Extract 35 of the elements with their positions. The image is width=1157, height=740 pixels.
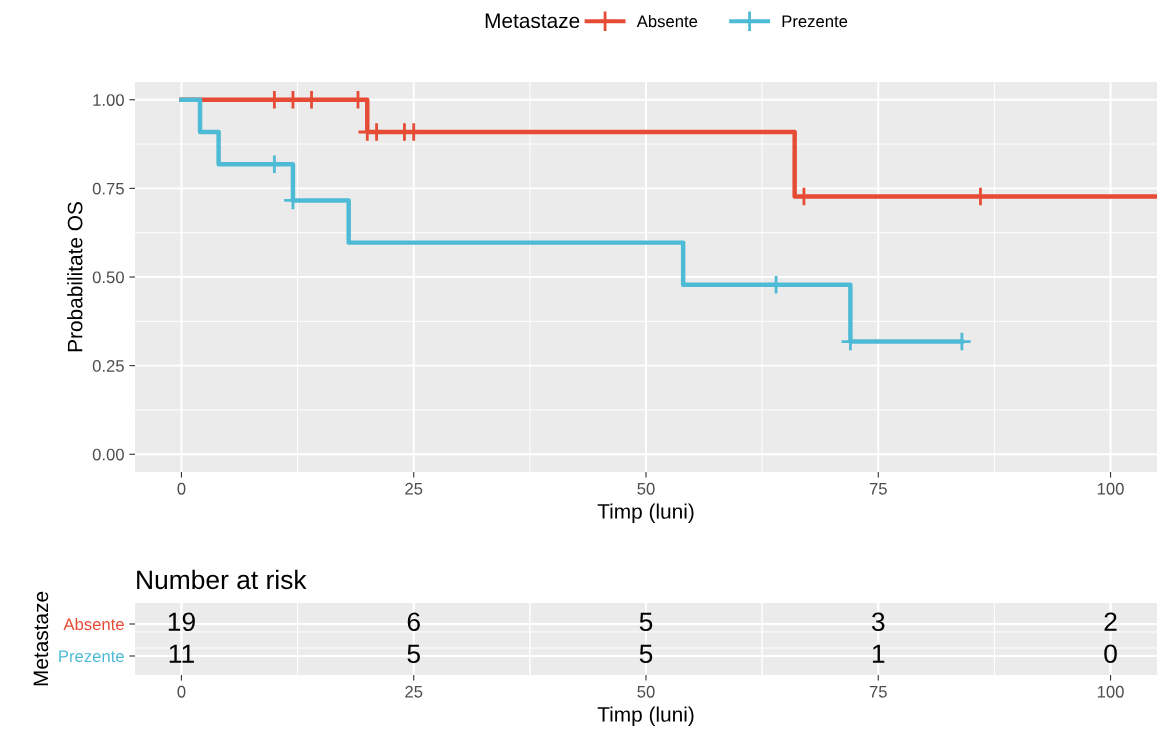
x-tick-label: 25 bbox=[405, 685, 423, 698]
y-tick-label: 1.00 bbox=[93, 94, 124, 106]
data-label: 3 bbox=[871, 612, 885, 632]
x-axis-title: Timp (luni) bbox=[597, 706, 694, 726]
y-axis-title: Metastaze bbox=[33, 591, 49, 686]
data-label: 5 bbox=[407, 644, 420, 664]
chart-title: Number at risk bbox=[137, 569, 307, 590]
x-tick-label: 75 bbox=[869, 686, 887, 698]
data-label: 0 bbox=[1104, 644, 1117, 664]
data-label: 1 bbox=[872, 644, 885, 663]
x-tick-label: 50 bbox=[637, 482, 655, 495]
x-tick-label: 75 bbox=[869, 483, 887, 495]
x-axis-title: Timp (luni) bbox=[597, 503, 694, 523]
y-tick-label: 0.25 bbox=[92, 360, 124, 372]
y-tick-label: 0.00 bbox=[92, 448, 124, 461]
x-tick-label: 0 bbox=[177, 482, 186, 495]
x-tick-label: 0 bbox=[177, 685, 186, 698]
y-tick-label: 0.75 bbox=[92, 182, 124, 195]
legend-label: Prezente bbox=[782, 15, 848, 28]
data-label: 2 bbox=[1104, 612, 1117, 631]
x-tick-label: 50 bbox=[637, 685, 655, 698]
y-tick-label: Absente bbox=[63, 617, 124, 631]
y-axis-title: Probabilitate OS bbox=[67, 202, 83, 352]
legend-label: Absente bbox=[636, 15, 698, 28]
data-label: 5 bbox=[639, 612, 653, 632]
y-tick-label: 0.50 bbox=[92, 271, 124, 284]
data-label: 11 bbox=[169, 644, 194, 663]
legend-title: Metastaze bbox=[485, 13, 580, 29]
x-tick-label: 25 bbox=[405, 482, 423, 495]
x-tick-label: 100 bbox=[1097, 482, 1124, 495]
x-tick-label: 100 bbox=[1097, 685, 1124, 698]
data-label: 6 bbox=[407, 612, 420, 632]
data-label: 5 bbox=[639, 644, 653, 664]
y-tick-label: Prezente bbox=[59, 650, 124, 663]
data-label: 19 bbox=[168, 612, 195, 632]
